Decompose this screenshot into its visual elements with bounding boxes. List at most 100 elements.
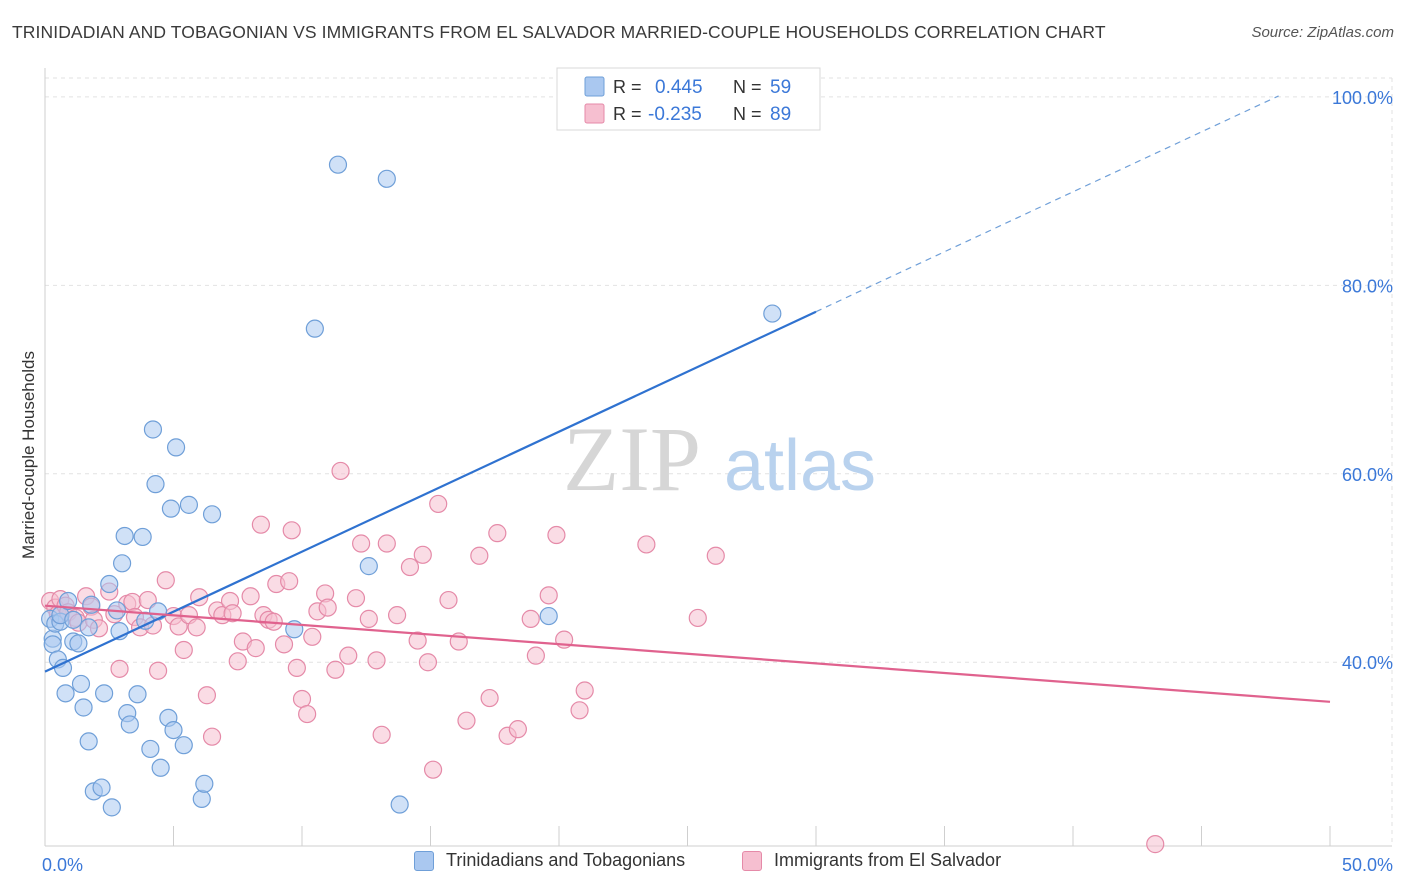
point-trinidadian bbox=[102, 798, 121, 817]
point-trinidadian bbox=[161, 499, 181, 518]
legend-r-label-1: R = bbox=[613, 77, 642, 97]
point-trinidadian bbox=[164, 720, 183, 740]
point-trinidadian bbox=[92, 778, 111, 797]
point-el-salvador bbox=[326, 660, 345, 679]
y-tick-label: 100.0% bbox=[1332, 88, 1393, 108]
point-el-salvador bbox=[138, 590, 157, 610]
legend-top: R = 0.445 N = 59 R = -0.235 N = 89 bbox=[556, 67, 821, 131]
point-el-salvador bbox=[413, 545, 432, 564]
source-label: Source: ZipAtlas.com bbox=[1251, 24, 1394, 41]
point-el-salvador bbox=[508, 720, 527, 739]
point-el-salvador bbox=[400, 557, 420, 577]
legend-bottom: Trinidadians and Tobagonians Immigrants … bbox=[0, 850, 1406, 880]
point-el-salvador bbox=[287, 658, 306, 677]
point-trinidadian bbox=[192, 789, 211, 808]
point-trinidadian bbox=[59, 591, 78, 611]
point-trinidadian bbox=[390, 795, 409, 814]
point-el-salvador bbox=[352, 534, 371, 553]
point-trinidadian bbox=[146, 475, 165, 494]
point-trinidadian bbox=[53, 658, 73, 677]
point-trinidadian bbox=[174, 736, 193, 755]
point-el-salvador bbox=[241, 587, 260, 606]
legend-r-value-2: -0.235 bbox=[648, 104, 702, 125]
trend-layer bbox=[44, 95, 1331, 703]
point-el-salvador bbox=[457, 711, 476, 730]
point-el-salvador bbox=[547, 525, 566, 545]
point-el-salvador bbox=[298, 704, 317, 724]
watermark: ZIP atlas bbox=[563, 408, 876, 510]
point-trinidadian bbox=[128, 685, 147, 704]
point-el-salvador bbox=[292, 689, 312, 709]
point-trinidadian bbox=[95, 684, 114, 703]
legend-n-value-2: 89 bbox=[770, 104, 791, 125]
point-el-salvador bbox=[688, 608, 707, 628]
watermark-zip: ZIP bbox=[563, 408, 701, 510]
point-el-salvador bbox=[706, 546, 725, 565]
legend-n-label-1: N = bbox=[733, 77, 762, 97]
point-el-salvador bbox=[228, 652, 247, 671]
point-trinidadian bbox=[328, 155, 348, 174]
point-el-salvador bbox=[408, 631, 427, 650]
point-trinidadian bbox=[377, 169, 396, 188]
point-el-salvador bbox=[359, 609, 378, 628]
y-axis-label: Married-couple Households bbox=[19, 351, 38, 559]
point-el-salvador bbox=[169, 617, 188, 636]
legend-r-value-1: 0.445 bbox=[655, 77, 703, 98]
point-el-salvador bbox=[575, 681, 594, 700]
point-el-salvador bbox=[480, 688, 499, 708]
legend-swatch-blue bbox=[584, 76, 605, 97]
point-el-salvador bbox=[202, 727, 222, 746]
point-el-salvador bbox=[423, 760, 443, 779]
point-trinidadian bbox=[179, 495, 199, 514]
point-trinidadian bbox=[115, 526, 134, 546]
point-el-salvador bbox=[331, 461, 350, 481]
point-el-salvador bbox=[318, 598, 337, 617]
point-el-salvador bbox=[488, 524, 507, 543]
point-trinidadian bbox=[71, 674, 91, 694]
x-tick-label: 50.0% bbox=[1342, 855, 1393, 875]
point-trinidadian bbox=[133, 527, 152, 547]
point-trinidadian bbox=[120, 715, 139, 734]
point-trinidadian bbox=[148, 602, 168, 621]
trend-line-trinidadian-extension bbox=[815, 95, 1279, 313]
point-trinidadian bbox=[69, 634, 88, 653]
point-el-salvador bbox=[339, 646, 358, 665]
x-tick-label: 0.0% bbox=[42, 855, 83, 875]
point-trinidadian bbox=[539, 606, 558, 626]
point-el-salvador bbox=[174, 640, 193, 660]
point-trinidadian bbox=[79, 732, 98, 751]
point-trinidadian bbox=[56, 684, 75, 703]
chart-title: TRINIDADIAN AND TOBAGONIAN VS IMMIGRANTS… bbox=[12, 22, 1106, 42]
point-el-salvador bbox=[148, 661, 168, 680]
point-el-salvador bbox=[1146, 835, 1165, 854]
point-trinidadian bbox=[74, 698, 93, 717]
point-trinidadian bbox=[79, 618, 98, 637]
point-el-salvador bbox=[246, 639, 265, 658]
point-trinidadian bbox=[143, 420, 163, 439]
point-trinidadian bbox=[359, 557, 378, 576]
point-el-salvador bbox=[274, 635, 294, 654]
point-el-salvador bbox=[223, 604, 242, 623]
point-el-salvador bbox=[280, 572, 299, 591]
point-el-salvador bbox=[197, 686, 217, 705]
legend-n-label-2: N = bbox=[733, 104, 762, 124]
point-el-salvador bbox=[377, 534, 396, 553]
point-el-salvador bbox=[387, 606, 407, 625]
point-el-salvador bbox=[418, 653, 438, 672]
point-trinidadian bbox=[100, 574, 119, 594]
point-el-salvador bbox=[526, 646, 545, 665]
trend-line-el-salvador bbox=[44, 604, 1331, 703]
axis-layer: 40.0% 60.0% 80.0% 100.0% 0.0% 50.0% bbox=[42, 68, 1393, 875]
point-el-salvador bbox=[303, 627, 322, 646]
point-trinidadian bbox=[141, 739, 160, 759]
legend-swatch-el-salvador bbox=[742, 850, 762, 871]
point-el-salvador bbox=[372, 725, 391, 744]
legend-n-value-1: 59 bbox=[770, 77, 791, 98]
point-trinidadian bbox=[305, 319, 324, 338]
point-el-salvador bbox=[187, 618, 206, 637]
point-trinidadian bbox=[763, 304, 782, 323]
y-tick-label: 80.0% bbox=[1342, 276, 1393, 296]
point-trinidadian bbox=[151, 758, 170, 777]
point-trinidadian bbox=[195, 774, 214, 793]
